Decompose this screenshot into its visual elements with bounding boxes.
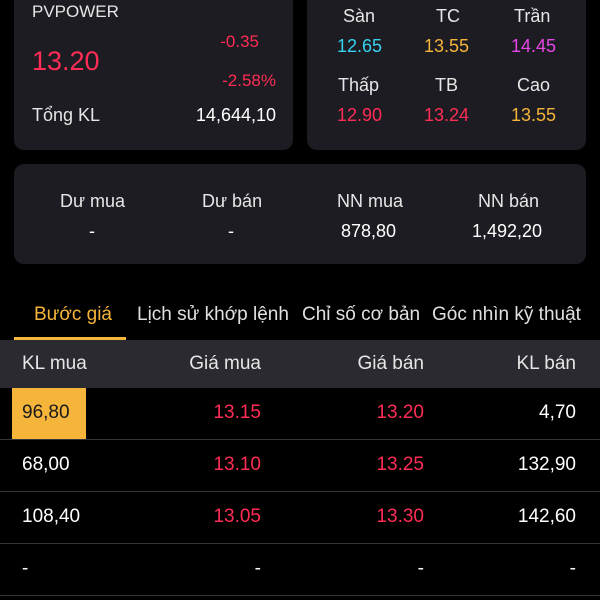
- surplus-sell-value: -: [228, 221, 234, 241]
- average-value: 13.24: [424, 105, 470, 125]
- tab-technical-view[interactable]: Góc nhìn kỹ thuật: [432, 296, 592, 340]
- price-range-card: Sàn 12.65 TC 13.55 Trần 14.45 Thấp 12.90…: [307, 0, 586, 150]
- buy-volume-cell: -: [22, 558, 29, 579]
- sell-volume-cell: 142,60: [517, 506, 576, 527]
- surplus-buy-label: Dư mua: [60, 191, 126, 211]
- buy-price-cell: -: [254, 558, 261, 579]
- buy-price-cell: 13.10: [213, 454, 261, 475]
- order-book-header: KL mua Giá mua Giá bán KL bán: [0, 340, 600, 388]
- sell-volume-cell: 4,70: [539, 402, 576, 423]
- foreign-buy-value: 878,80: [341, 221, 397, 241]
- stock-change: -0.35: [220, 32, 259, 51]
- reference-value: 13.55: [424, 36, 470, 56]
- table-row[interactable]: - - - -: [0, 544, 600, 596]
- buy-volume-cell: 96,80: [22, 402, 70, 423]
- low-label: Thấp: [338, 75, 380, 95]
- surplus-sell-label: Dư bán: [202, 191, 263, 211]
- stock-price: 13.20: [32, 46, 100, 76]
- volume-value: 14,644,10: [195, 105, 276, 125]
- header-buy-volume: KL mua: [22, 353, 87, 374]
- sell-volume-cell: 132,90: [517, 454, 576, 475]
- table-row[interactable]: 68,00 13.10 13.25 132,90: [0, 440, 600, 492]
- high-value: 13.55: [511, 105, 557, 125]
- average-label: TB: [435, 75, 459, 95]
- stock-symbol: PVPOWER: [32, 2, 119, 21]
- tab-fundamentals[interactable]: Chỉ số cơ bản: [302, 296, 422, 340]
- high-label: Cao: [517, 75, 551, 95]
- tab-technical-view-label: Góc nhìn kỹ thuật: [432, 304, 581, 325]
- ceiling-value: 14.45: [511, 36, 557, 56]
- sell-price-cell: -: [417, 558, 424, 579]
- active-tab-underline: [14, 337, 126, 340]
- buy-volume-cell: 68,00: [22, 454, 70, 475]
- buy-price-cell: 13.05: [213, 506, 261, 527]
- foreign-sell-value: 1,492,20: [472, 221, 543, 241]
- foreign-buy-label: NN mua: [337, 191, 404, 211]
- floor-label: Sàn: [343, 6, 376, 26]
- sell-price-cell: 13.25: [376, 454, 424, 475]
- header-sell-price: Giá bán: [357, 353, 424, 374]
- buy-price-cell: 13.15: [213, 402, 261, 423]
- buy-volume-cell: 108,40: [22, 506, 81, 527]
- foreign-sell-label: NN bán: [478, 191, 540, 211]
- table-row[interactable]: 108,40 13.05 13.30 142,60: [0, 492, 600, 544]
- sell-price-cell: 13.20: [376, 402, 424, 423]
- header-sell-volume: KL bán: [516, 353, 576, 374]
- tab-match-history-label: Lịch sử khớp lệnh: [137, 304, 289, 325]
- sell-volume-cell: -: [569, 558, 576, 579]
- floor-value: 12.65: [337, 36, 383, 56]
- volume-label: Tổng KL: [32, 105, 101, 125]
- tab-match-history[interactable]: Lịch sử khớp lệnh: [137, 296, 289, 340]
- sell-price-cell: 13.30: [376, 506, 424, 527]
- reference-label: TC: [436, 6, 460, 26]
- header-buy-price: Giá mua: [189, 353, 261, 374]
- volume-change-highlight: [12, 388, 86, 439]
- stock-change-pct: -2.58%: [222, 71, 276, 90]
- ceiling-label: Trần: [514, 6, 551, 26]
- order-summary-card: Dư mua - Dư bán - NN mua 878,80 NN bán 1…: [14, 164, 586, 264]
- tab-fundamentals-label: Chỉ số cơ bản: [302, 304, 421, 325]
- surplus-buy-value: -: [89, 221, 95, 241]
- stock-summary-card: PVPOWER 13.20 -0.35 -2.58% Tổng KL 14,64…: [14, 0, 293, 150]
- tab-price-step[interactable]: Bước giá: [14, 296, 126, 340]
- tab-price-step-label: Bước giá: [34, 304, 112, 325]
- table-row[interactable]: 96,80 13.15 13.20 4,70: [0, 388, 600, 440]
- low-value: 12.90: [337, 105, 383, 125]
